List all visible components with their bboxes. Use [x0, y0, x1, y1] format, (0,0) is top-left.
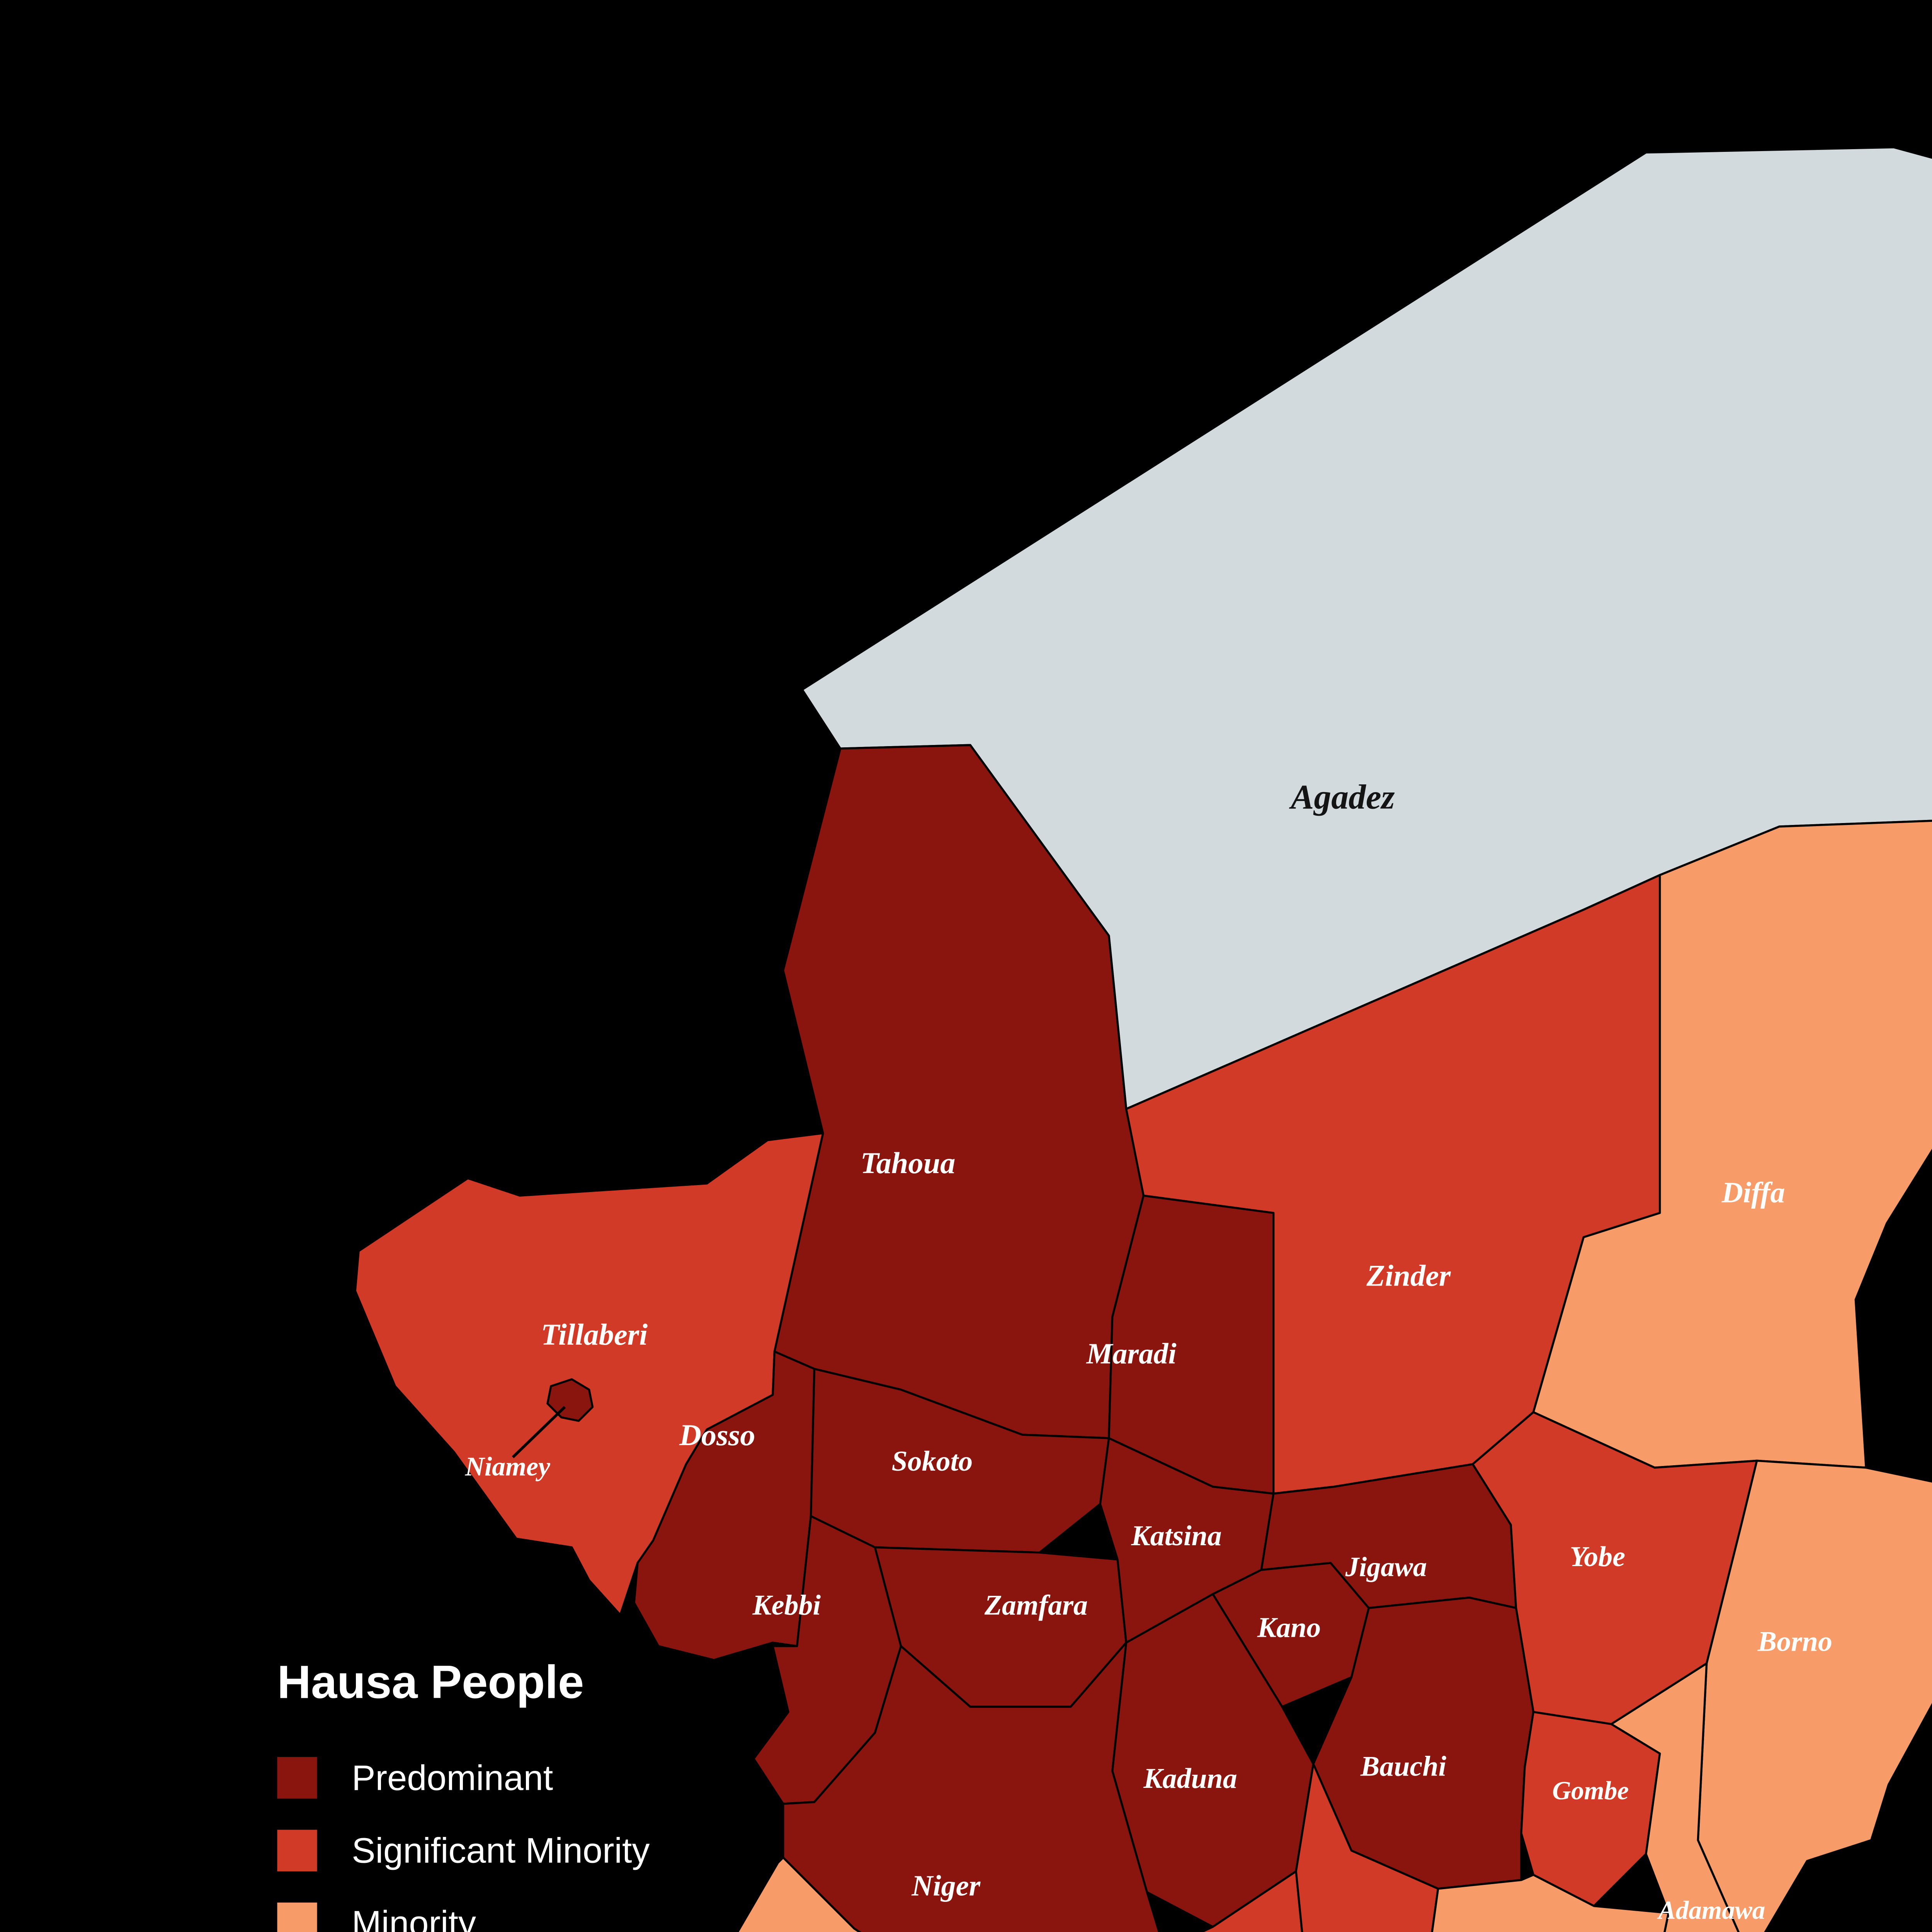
legend-item-label-1: Significant Minority — [352, 1831, 650, 1871]
legend-item-label-2: Minority — [352, 1904, 476, 1932]
legend-item-label-0: Predominant — [352, 1758, 553, 1798]
legend-title: Hausa People — [277, 1656, 584, 1708]
niamey-leader-line — [512, 1406, 566, 1458]
legend-swatch-1 — [277, 1830, 317, 1872]
legend-swatch-0 — [277, 1757, 317, 1799]
region-bauchi[interactable] — [1312, 1596, 1535, 1890]
legend-swatch-2 — [277, 1902, 317, 1932]
region-kwara[interactable] — [669, 1856, 990, 1932]
region-adamawa[interactable] — [1610, 1662, 1757, 1932]
region-nassarawa[interactable] — [1109, 1870, 1379, 1932]
region-niger[interactable] — [782, 1641, 1164, 1932]
region-taraba[interactable] — [1396, 1874, 1670, 1932]
regions-layer — [354, 146, 1932, 1932]
region-niamey[interactable] — [546, 1378, 594, 1422]
legend: Hausa People Predominant Significant Min… — [277, 1656, 650, 1932]
